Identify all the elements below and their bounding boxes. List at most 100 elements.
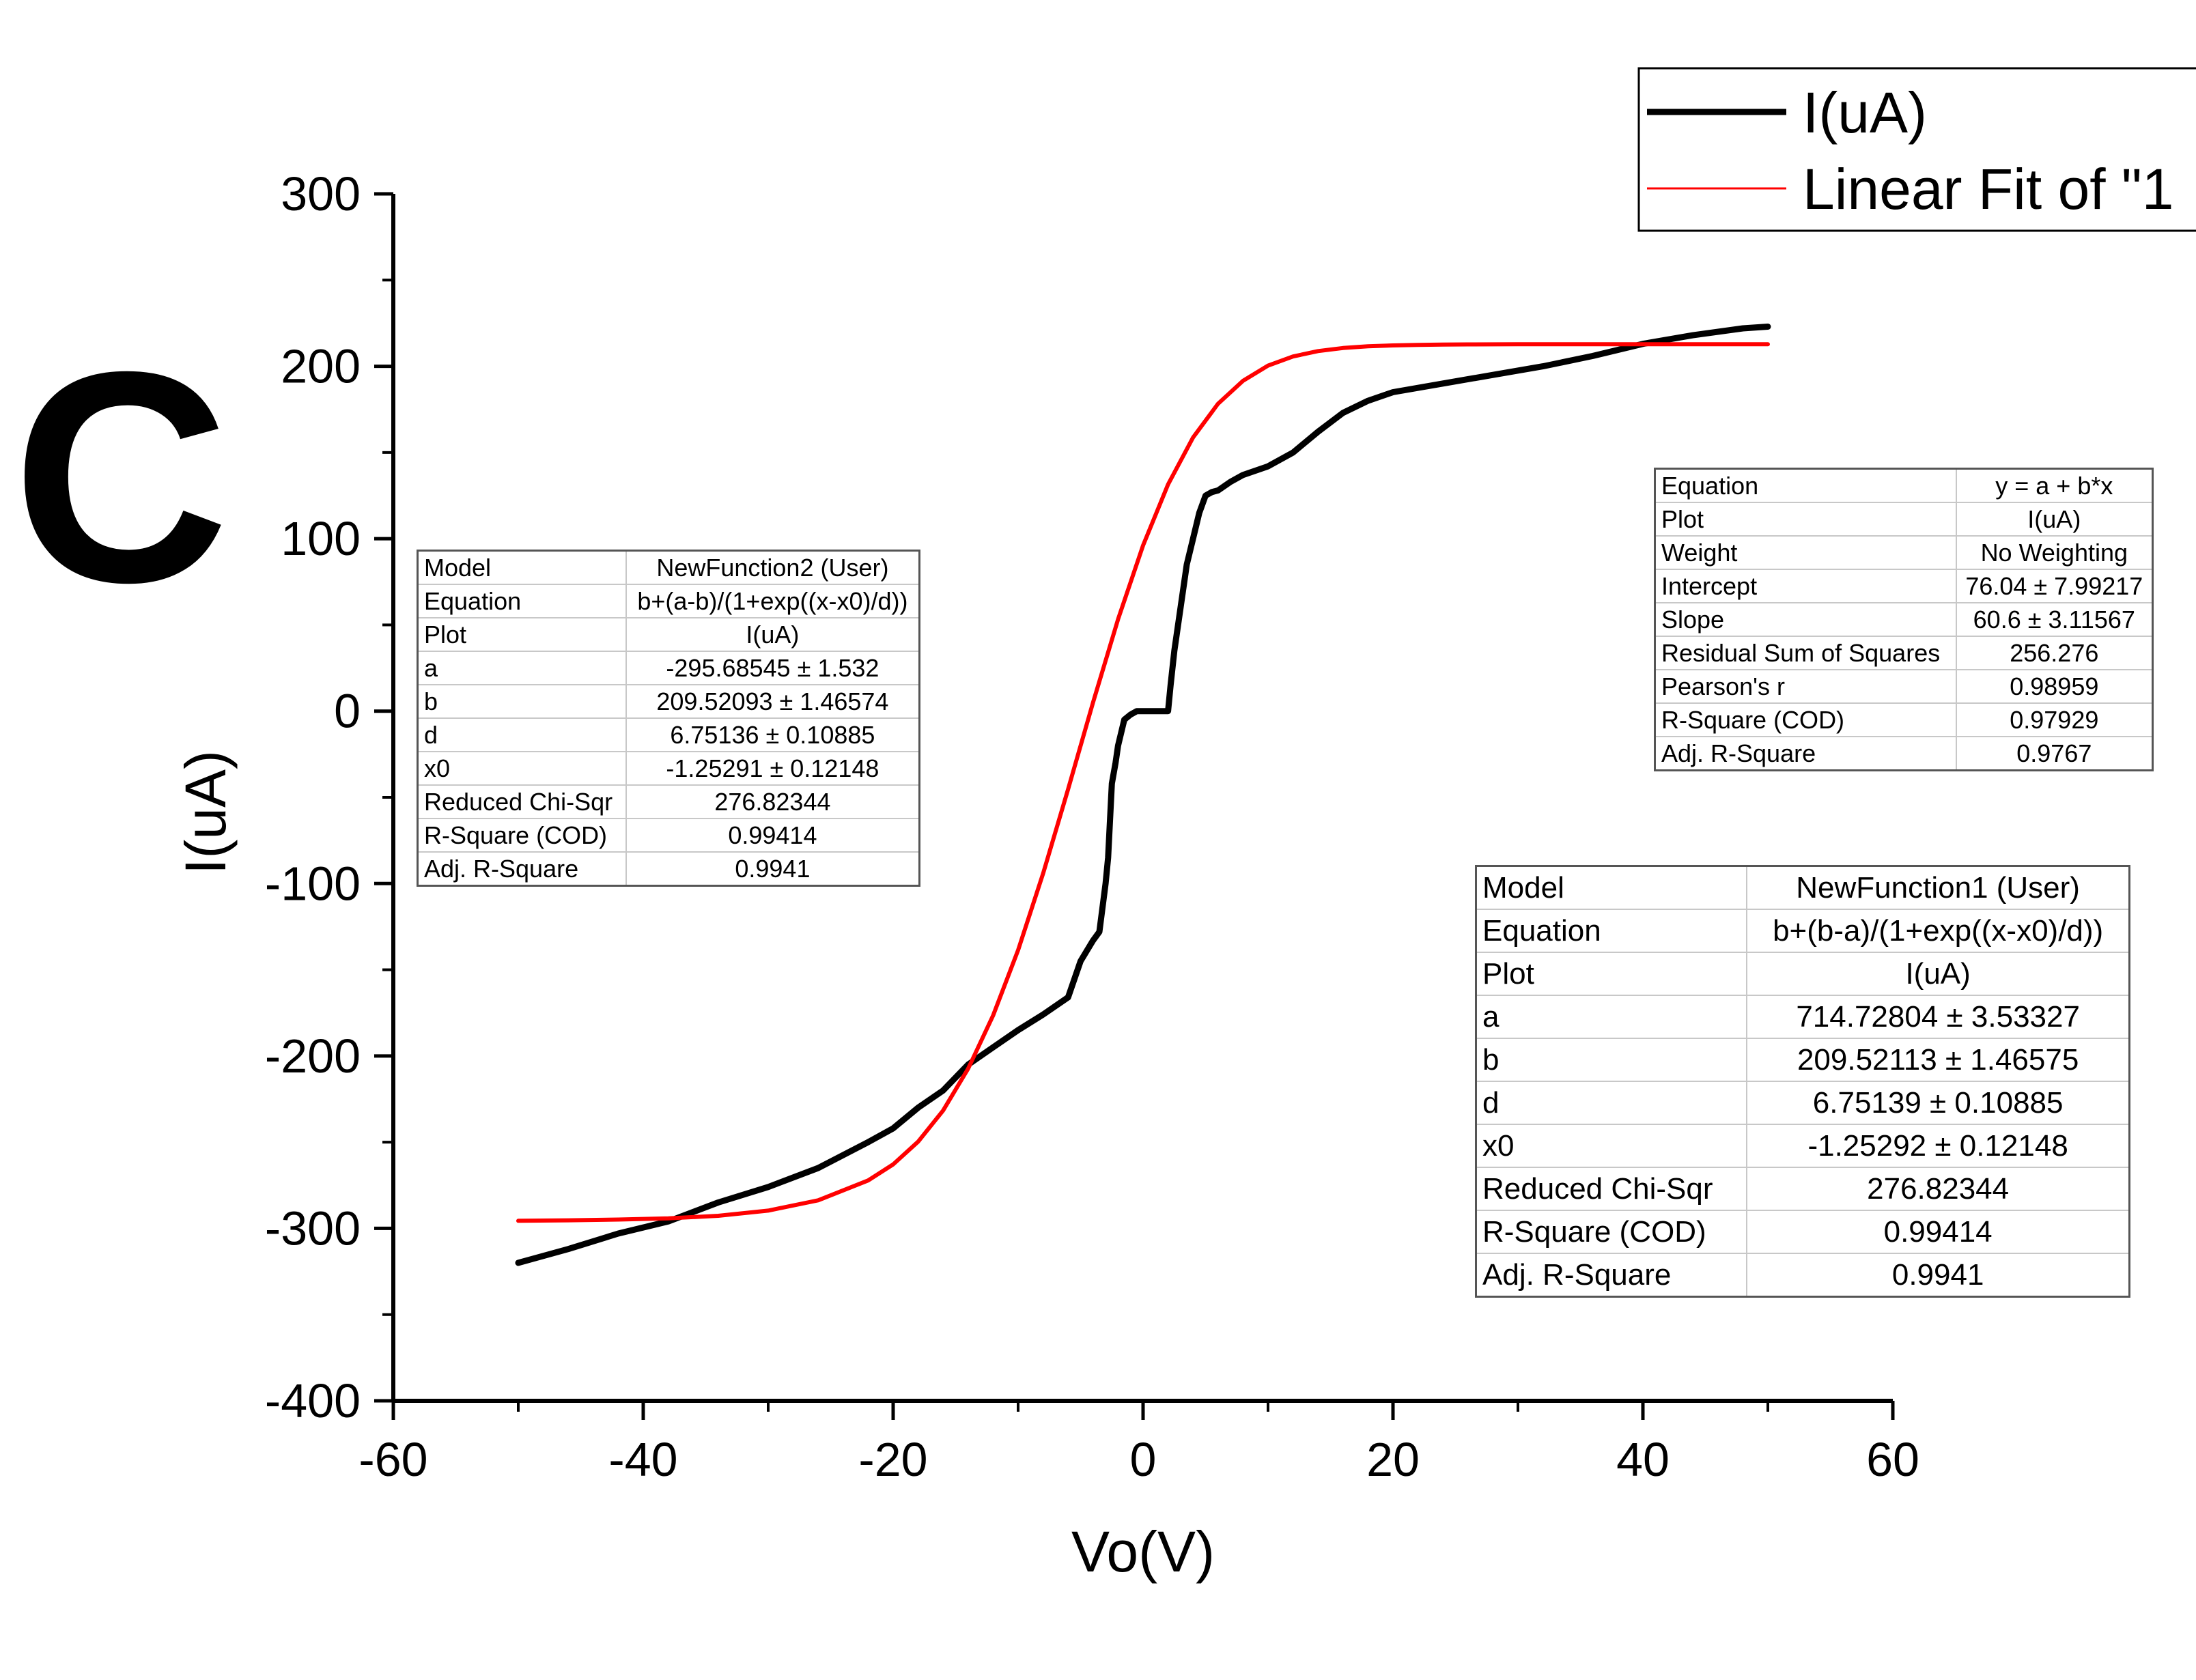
x-tick-label: 60 [1866, 1433, 1919, 1486]
fit-param-value: 209.52113 ± 1.46575 [1746, 1038, 2130, 1082]
fit-table-row: Adj. R-Square 0.9941 [1475, 1253, 2130, 1298]
fit-table-row: x0 -1.25292 ± 0.12148 [1475, 1124, 2130, 1168]
fit-param-value: -1.25292 ± 0.12148 [1746, 1124, 2130, 1168]
fit-param-value: -1.25291 ± 0.12148 [625, 751, 920, 786]
x-tick-label: -20 [858, 1433, 927, 1486]
x-tick-label: 0 [1130, 1433, 1157, 1486]
fit-table-row: R-Square (COD) 0.99414 [1475, 1210, 2130, 1254]
fit-param-name: Plot [1475, 952, 1748, 996]
fit-param-value: 0.99414 [625, 818, 920, 853]
fit-param-name: a [417, 651, 627, 685]
fit-table-row: Plot I(uA) [1475, 952, 2130, 996]
fit-table-row: Equation b+(a-b)/(1+exp((x-x0)/d)) [417, 584, 920, 618]
legend-box [1637, 67, 2196, 232]
fit-param-name: Reduced Chi-Sqr [1475, 1167, 1748, 1211]
fit-param-value: I(uA) [1955, 502, 2154, 537]
fit-param-name: Weight [1654, 535, 1957, 570]
fit-param-value: -295.68545 ± 1.532 [625, 651, 920, 685]
fit-param-name: Model [417, 550, 627, 585]
fit-param-value: 76.04 ± 7.99217 [1955, 569, 2154, 603]
panel-label: C [12, 310, 229, 645]
fit-param-name: Plot [1654, 502, 1957, 537]
fit-table-row: Reduced Chi-Sqr 276.82344 [417, 784, 920, 819]
fit-table-row: Pearson's r 0.98959 [1654, 669, 2154, 704]
x-tick-label: -40 [608, 1433, 677, 1486]
chart-legend: I(uA) Linear Fit of "1 [1637, 67, 2196, 232]
fit-table-row: Slope 60.6 ± 3.11567 [1654, 602, 2154, 637]
fit-param-name: x0 [1475, 1124, 1748, 1168]
fit-table-row: R-Square (COD) 0.97929 [1654, 702, 2154, 737]
fit-param-value: I(uA) [1746, 952, 2130, 996]
x-axis-label: Vo(V) [1071, 1520, 1215, 1584]
fit-param-name: a [1475, 995, 1748, 1039]
fit-table-row: Plot I(uA) [417, 617, 920, 652]
fit-param-value: 6.75139 ± 0.10885 [1746, 1081, 2130, 1125]
fit-table-linear: Equation y = a + b*x Plot I(uA) Weight No Wei… [1654, 468, 2154, 771]
fit-table-row: R-Square (COD) 0.99414 [417, 818, 920, 853]
fit-param-value: b+(b-a)/(1+exp((x-x0)/d)) [1746, 909, 2130, 953]
chart-series [515, 324, 1771, 1266]
fit-param-value: 276.82344 [625, 784, 920, 819]
fit-param-name: d [417, 717, 627, 752]
fit-param-name: Pearson's r [1654, 669, 1957, 704]
fit-table-newfunction2: Model NewFunction2 (User) Equation b+(a-b)/… [417, 550, 920, 887]
fit-param-name: Equation [1475, 909, 1748, 953]
series-line-measured [515, 324, 1771, 1266]
x-tick-label: 40 [1616, 1433, 1670, 1486]
fit-table-row: Model NewFunction2 (User) [417, 550, 920, 585]
fit-param-name: b [417, 684, 627, 719]
x-tick-label: -60 [358, 1433, 427, 1486]
fit-param-value: b+(a-b)/(1+exp((x-x0)/d)) [625, 584, 920, 618]
fit-param-value: 0.97929 [1955, 702, 2154, 737]
fit-param-value: NewFunction1 (User) [1746, 865, 2130, 910]
y-tick-label: 300 [281, 167, 361, 220]
fit-param-name: Reduced Chi-Sqr [417, 784, 627, 819]
fit-param-value: 60.6 ± 3.11567 [1955, 602, 2154, 637]
y-tick-label: -400 [265, 1374, 361, 1427]
fit-param-name: x0 [417, 751, 627, 786]
fit-table-row: d 6.75136 ± 0.10885 [417, 717, 920, 752]
fit-table-row: Reduced Chi-Sqr 276.82344 [1475, 1167, 2130, 1211]
fit-param-value: 256.276 [1955, 636, 2154, 670]
fit-param-name: Adj. R-Square [1654, 736, 1957, 771]
y-tick-label: 0 [334, 685, 361, 738]
fit-param-name: Plot [417, 617, 627, 652]
fit-param-value: NewFunction2 (User) [625, 550, 920, 585]
fit-table-row: Model NewFunction1 (User) [1475, 865, 2130, 910]
fit-param-value: No Weighting [1955, 535, 2154, 570]
fit-table-row: b 209.52113 ± 1.46575 [1475, 1038, 2130, 1082]
fit-table-row: a 714.72804 ± 3.53327 [1475, 995, 2130, 1039]
y-tick-label: 100 [281, 512, 361, 565]
fit-param-name: Equation [417, 584, 627, 618]
fit-param-value: 276.82344 [1746, 1167, 2130, 1211]
fit-param-value: 0.99414 [1746, 1210, 2130, 1254]
fit-table-row: x0 -1.25291 ± 0.12148 [417, 751, 920, 786]
fit-table-row: Intercept 76.04 ± 7.99217 [1654, 569, 2154, 603]
fit-table-newfunction1: Model NewFunction1 (User) Equation b+(b-a)/… [1475, 865, 2130, 1298]
y-tick-label: -100 [265, 857, 361, 910]
fit-param-value: 714.72804 ± 3.53327 [1746, 995, 2130, 1039]
fit-table-row: Adj. R-Square 0.9941 [417, 851, 920, 887]
series-line-fit [516, 342, 1770, 1223]
fit-table-row: Plot I(uA) [1654, 502, 2154, 537]
fit-table-row: Adj. R-Square 0.9767 [1654, 736, 2154, 771]
fit-param-name: b [1475, 1038, 1748, 1082]
fit-param-name: Slope [1654, 602, 1957, 637]
fit-param-value: 0.9941 [625, 851, 920, 887]
fit-table-row: Equation b+(b-a)/(1+exp((x-x0)/d)) [1475, 909, 2130, 953]
fit-param-value: 6.75136 ± 0.10885 [625, 717, 920, 752]
y-tick-label: 200 [281, 340, 361, 393]
y-axis-label: I(uA) [173, 750, 238, 874]
fit-param-name: Adj. R-Square [417, 851, 627, 887]
fit-param-value: y = a + b*x [1955, 468, 2154, 503]
fit-param-name: Equation [1654, 468, 1957, 503]
fit-param-name: Residual Sum of Squares [1654, 636, 1957, 670]
fit-param-name: Adj. R-Square [1475, 1253, 1748, 1298]
fit-table-row: Weight No Weighting [1654, 535, 2154, 570]
fit-param-name: R-Square (COD) [417, 818, 627, 853]
fit-table-row: Equation y = a + b*x [1654, 468, 2154, 503]
fit-table-row: d 6.75139 ± 0.10885 [1475, 1081, 2130, 1125]
fit-param-value: I(uA) [625, 617, 920, 652]
fit-param-name: Model [1475, 865, 1748, 910]
